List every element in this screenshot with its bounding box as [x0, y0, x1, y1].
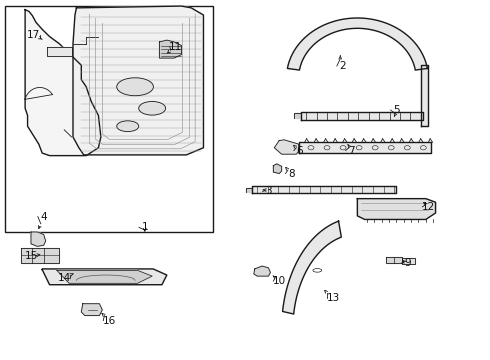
Polygon shape — [288, 18, 427, 70]
Bar — [4, 6, 213, 232]
Polygon shape — [246, 188, 252, 192]
Text: 12: 12 — [421, 202, 435, 212]
Polygon shape — [47, 47, 72, 56]
Polygon shape — [294, 113, 301, 118]
Polygon shape — [254, 266, 270, 276]
Polygon shape — [421, 65, 428, 126]
Polygon shape — [386, 257, 402, 263]
Polygon shape — [301, 112, 423, 120]
Polygon shape — [21, 248, 59, 263]
Polygon shape — [402, 258, 415, 264]
Text: 3: 3 — [265, 186, 272, 197]
Polygon shape — [42, 269, 167, 285]
Ellipse shape — [117, 121, 139, 132]
Polygon shape — [57, 270, 152, 283]
Polygon shape — [81, 304, 102, 316]
Text: 11: 11 — [169, 42, 182, 51]
Polygon shape — [299, 142, 431, 153]
Text: 9: 9 — [404, 258, 411, 268]
Polygon shape — [273, 164, 282, 174]
Text: 16: 16 — [102, 316, 116, 325]
Polygon shape — [25, 10, 101, 156]
Text: 6: 6 — [296, 145, 303, 156]
Polygon shape — [357, 199, 436, 220]
Text: 10: 10 — [272, 276, 286, 286]
Text: 13: 13 — [326, 293, 340, 303]
Text: 1: 1 — [142, 222, 148, 232]
Polygon shape — [159, 40, 181, 58]
Polygon shape — [252, 186, 396, 193]
Polygon shape — [73, 6, 203, 155]
Text: 14: 14 — [58, 273, 71, 283]
Text: 5: 5 — [393, 105, 400, 115]
Text: 8: 8 — [288, 168, 294, 179]
Ellipse shape — [139, 102, 166, 115]
Polygon shape — [283, 221, 342, 314]
Ellipse shape — [313, 269, 322, 272]
Ellipse shape — [117, 78, 153, 96]
Polygon shape — [274, 140, 299, 154]
Text: 2: 2 — [340, 61, 346, 71]
Text: 7: 7 — [348, 145, 355, 156]
Text: 17: 17 — [27, 30, 41, 40]
Text: 15: 15 — [24, 251, 38, 261]
Text: 4: 4 — [40, 212, 47, 221]
Polygon shape — [31, 232, 46, 246]
